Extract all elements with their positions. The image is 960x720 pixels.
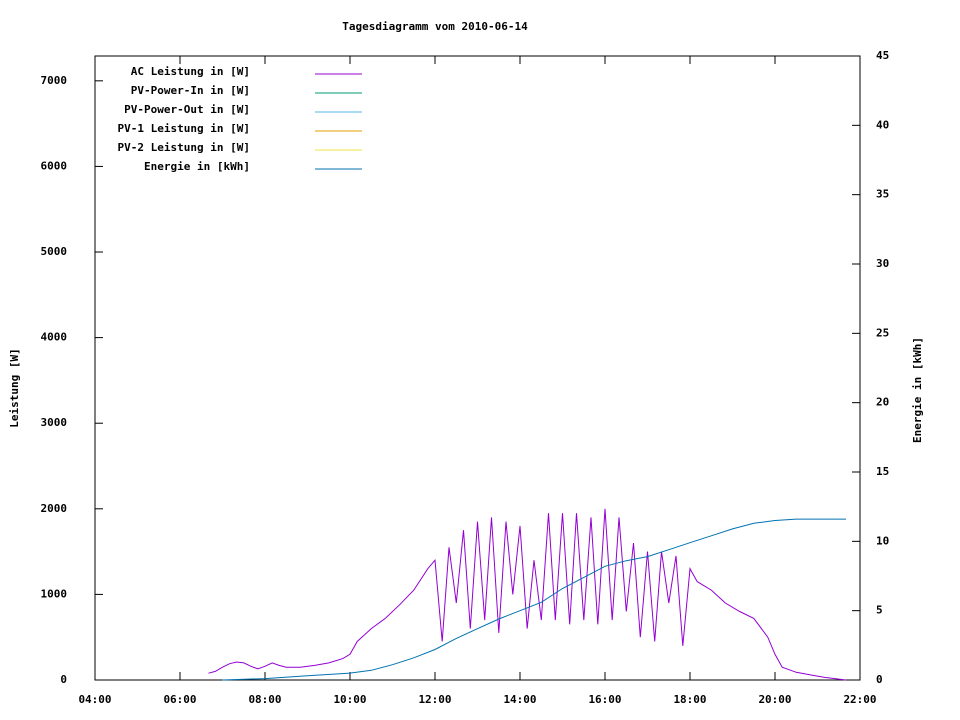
- y-tick-label: 2000: [41, 502, 68, 515]
- legend-label: PV-Power-Out in [W]: [124, 103, 250, 116]
- x-tick-label: 10:00: [333, 693, 366, 706]
- series-line: [208, 508, 847, 681]
- y-axis-label: Leistung [W]: [8, 348, 21, 427]
- y2-tick-label: 35: [876, 188, 889, 201]
- x-tick-label: 18:00: [673, 693, 706, 706]
- y2-tick-label: 45: [876, 49, 889, 62]
- y-tick-label: 6000: [41, 159, 68, 172]
- y-tick-label: 4000: [41, 331, 68, 344]
- y-tick-label: 0: [60, 673, 67, 686]
- x-tick-label: 22:00: [843, 693, 876, 706]
- x-tick-label: 08:00: [248, 693, 281, 706]
- chart-title: Tagesdiagramm vom 2010-06-14: [342, 20, 528, 33]
- y2-tick-label: 0: [876, 673, 883, 686]
- x-tick-label: 04:00: [78, 693, 111, 706]
- x-tick-label: 12:00: [418, 693, 451, 706]
- y2-tick-label: 20: [876, 396, 889, 409]
- legend-label: Energie in [kWh]: [144, 160, 250, 173]
- y-tick-label: 1000: [41, 587, 68, 600]
- y2-tick-label: 15: [876, 465, 889, 478]
- y-tick-label: 5000: [41, 245, 68, 258]
- y2-tick-label: 30: [876, 257, 889, 270]
- x-tick-label: 14:00: [503, 693, 536, 706]
- y2-tick-label: 25: [876, 326, 889, 339]
- legend-label: PV-2 Leistung in [W]: [118, 141, 250, 154]
- series-line: [222, 518, 846, 681]
- y2-axis-label: Energie in [kWh]: [911, 337, 924, 443]
- y2-tick-label: 10: [876, 534, 889, 547]
- y2-tick-label: 40: [876, 118, 889, 131]
- x-tick-label: 06:00: [163, 693, 196, 706]
- y-tick-label: 7000: [41, 74, 68, 87]
- y2-tick-label: 5: [876, 604, 883, 617]
- plot-border: [94, 55, 861, 681]
- legend-label: AC Leistung in [W]: [131, 65, 250, 78]
- legend-label: PV-1 Leistung in [W]: [118, 122, 250, 135]
- legend-label: PV-Power-In in [W]: [131, 84, 250, 97]
- x-tick-label: 20:00: [758, 693, 791, 706]
- x-tick-label: 16:00: [588, 693, 621, 706]
- y-tick-label: 3000: [41, 416, 68, 429]
